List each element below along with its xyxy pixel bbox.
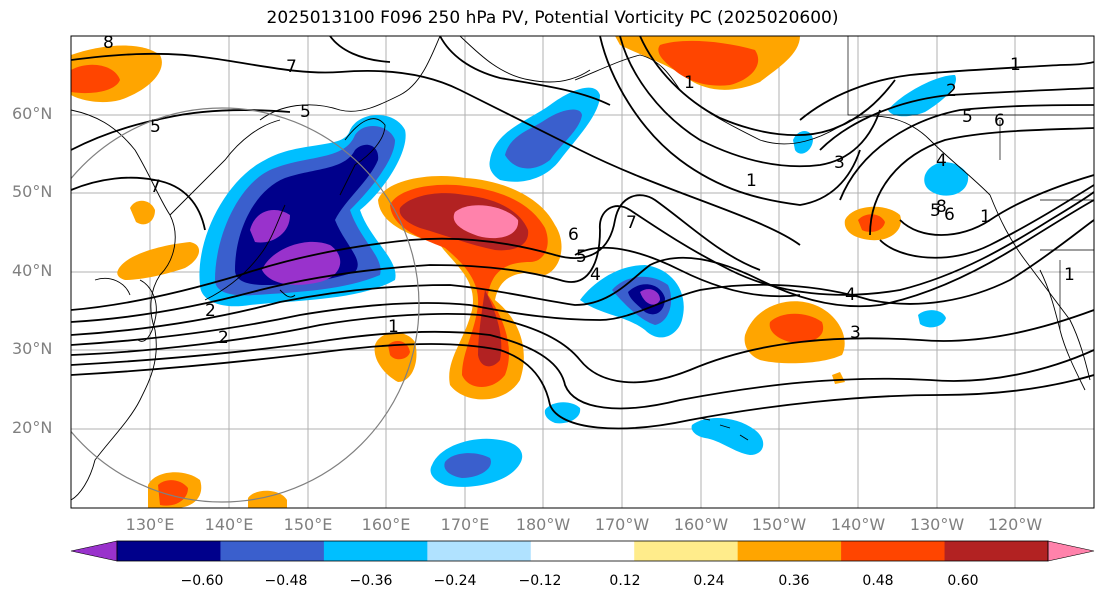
lon-label: 130°W: [909, 515, 965, 534]
lon-label: 150°E: [283, 515, 333, 534]
colorbar-tick-label: 0.12: [609, 573, 641, 589]
contour-label: 7: [286, 57, 297, 77]
colorbar-tick-label: −0.60: [180, 573, 224, 589]
contour-label: 5: [930, 201, 941, 221]
contour-label: 1: [388, 317, 399, 337]
contour-label: 1: [684, 73, 695, 93]
contour-label: 8: [936, 197, 947, 217]
colorbar-swatch: [323, 541, 428, 561]
coastlines: [71, 36, 1091, 501]
map-title: 2025013100 F096 250 hPa PV, Potential Vo…: [266, 8, 839, 28]
map-canvas: [71, 36, 1094, 508]
lat-label: 60°N: [12, 104, 53, 123]
lat-label: 30°N: [12, 339, 53, 358]
map-frame: [70, 35, 1095, 509]
colorbar-swatch: [530, 541, 635, 561]
colorbar-swatch: [841, 541, 946, 561]
colorbar-swatch: [427, 541, 532, 561]
negative-anomalies: [199, 75, 969, 487]
contour-label: 1: [746, 171, 757, 191]
contour-label-group: 8 7 5 5 7 1 2 2 1 6 5 4 7 6 5 4 1 3 1 2 …: [103, 33, 1075, 348]
lon-label: 160°E: [361, 515, 411, 534]
lat-label: 50°N: [12, 182, 53, 201]
contour-label: 2: [205, 301, 216, 321]
contour-label: 5: [300, 102, 311, 122]
colorbar-frame: [116, 540, 1049, 562]
contour-label: 5: [150, 117, 161, 137]
colorbar-tick-label: −0.12: [518, 573, 562, 589]
contour-label: 2: [218, 328, 229, 348]
colorbar-tick-label: 0.48: [862, 573, 894, 589]
contour-label: 1: [980, 207, 991, 227]
pv-contours: [71, 36, 1094, 430]
contour-label: 4: [845, 285, 856, 305]
contour-label: 1: [1010, 55, 1021, 75]
contour-label: 6: [944, 205, 955, 225]
lon-label: 180°W: [515, 515, 571, 534]
contour-label: 6: [568, 225, 579, 245]
contour-label: 5: [962, 107, 973, 127]
colorbar-swatch: [634, 541, 739, 561]
reference-circle: [71, 107, 420, 503]
contour-label: 4: [936, 151, 947, 171]
contour-label: 3: [834, 153, 845, 173]
lon-label: 140°W: [830, 515, 886, 534]
lon-label: 170°W: [594, 515, 650, 534]
lat-label: 40°N: [12, 261, 53, 280]
colorbar-tick-label: 0.36: [778, 573, 810, 589]
contour-label: 3: [850, 323, 861, 343]
contour-label: 4: [590, 265, 601, 285]
colorbar-under-extension: [70, 540, 118, 562]
lon-label: 120°W: [987, 515, 1043, 534]
lon-label: 130°E: [125, 515, 175, 534]
colorbar-tick-label: −0.48: [264, 573, 308, 589]
colorbar-tick-label: 0.60: [947, 573, 979, 589]
contour-label: 1: [1064, 265, 1075, 285]
lon-label: 140°E: [204, 515, 254, 534]
lon-label: 160°W: [673, 515, 729, 534]
colorbar-tick-label: 0.24: [693, 573, 725, 589]
contour-label: 6: [994, 111, 1005, 131]
borders: [847, 36, 1094, 330]
contour-label: 7: [150, 177, 161, 197]
colorbar-swatch: [737, 541, 842, 561]
contour-label: 5: [576, 247, 587, 267]
contour-label: 8: [103, 33, 114, 53]
lat-label: 20°N: [12, 418, 53, 437]
colorbar-tick-label: −0.36: [349, 573, 393, 589]
colorbar-swatch: [220, 541, 325, 561]
colorbar: [70, 540, 1095, 562]
colorbar-swatch: [117, 541, 221, 561]
colorbar-tick-label: −0.24: [433, 573, 477, 589]
colorbar-over-extension: [1047, 540, 1095, 562]
colorbar-swatch: [944, 541, 1049, 561]
lon-label: 150°W: [751, 515, 807, 534]
contour-label: 2: [946, 81, 957, 101]
contour-label: 7: [626, 213, 637, 233]
lon-label: 170°E: [440, 515, 490, 534]
